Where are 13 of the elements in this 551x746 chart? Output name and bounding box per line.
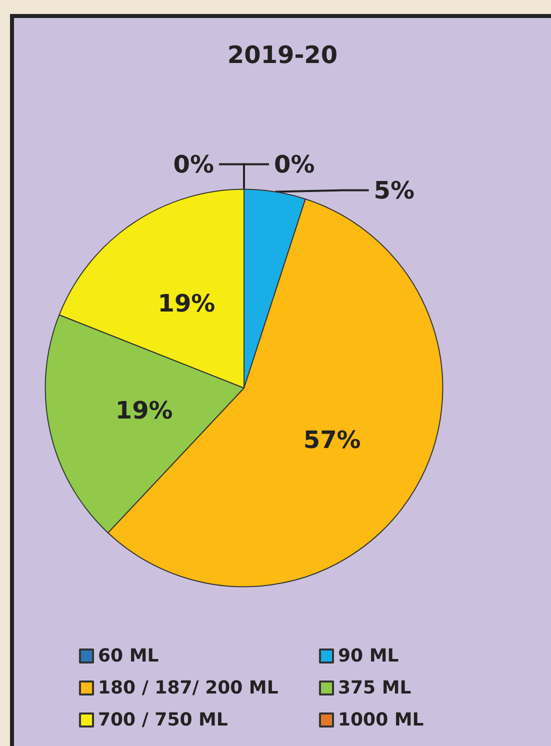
data-label: 57%: [303, 426, 361, 454]
data-label: 19%: [115, 396, 173, 424]
legend-label: 1000 ML: [338, 710, 424, 730]
text: 0%: [173, 150, 214, 178]
chart-title: 2019-20: [227, 41, 338, 69]
legend-label: 60 ML: [98, 646, 159, 666]
data-label: 19%: [158, 289, 216, 318]
text: 0%: [274, 150, 315, 178]
legend-label: 90 ML: [338, 646, 399, 666]
data-label: 5%: [374, 176, 415, 204]
legend-label: 180 / 187/ 200 ML: [98, 678, 278, 698]
legend-label: 700 / 750 ML: [98, 710, 228, 730]
legend-label: 375 ML: [338, 678, 412, 698]
